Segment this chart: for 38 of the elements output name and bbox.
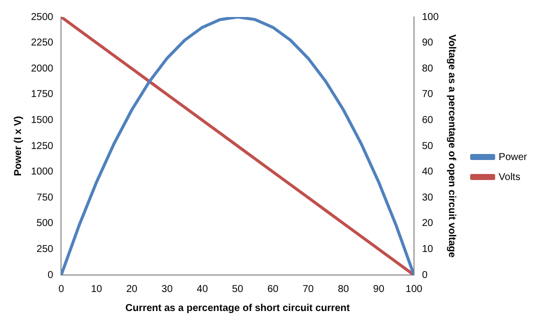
x-tick-label: 60	[267, 284, 279, 295]
y-tick-label: 1750	[30, 89, 54, 100]
y2-axis-title: Voltage as a percentage of open circuit voltage	[446, 34, 457, 258]
y2-tick-label: 90	[422, 38, 434, 49]
y2-tick-label: 100	[422, 12, 440, 23]
y-tick-label: 1000	[30, 166, 54, 178]
y-tick-label: 1250	[30, 140, 54, 152]
y-tick-label: 500	[36, 218, 54, 230]
y-tick-label: 0	[48, 270, 54, 281]
y-tick-label: 1500	[30, 114, 54, 126]
y2-tick-label: 60	[422, 114, 434, 126]
x-tick-label: 40	[196, 284, 208, 295]
x-tick-label: 10	[90, 284, 103, 295]
y2-tick-label: 50	[422, 140, 434, 152]
y2-tick-label: 70	[422, 89, 434, 100]
y-axis-title: Power (I x V)	[12, 116, 24, 176]
x-tick-label: 30	[162, 284, 174, 295]
x-tick-label: 70	[302, 284, 314, 295]
x-axis-title: Current as a percentage of short circuit current	[125, 302, 351, 314]
y2-tick-label: 30	[422, 192, 434, 204]
x-tick-label: 0	[58, 284, 64, 295]
y2-tick-label: 10	[422, 244, 434, 255]
x-tick-label: 50	[232, 284, 244, 295]
y-tick-label: 2500	[30, 12, 54, 23]
y-tick-label: 250	[36, 244, 54, 255]
y2-tick-label: 40	[422, 166, 434, 178]
y-tick-label: 2000	[30, 63, 54, 74]
x-tick-label: 20	[126, 284, 138, 295]
y2-tick-label: 80	[422, 63, 434, 74]
legend-label: Volts	[498, 172, 520, 183]
y-tick-label: 2250	[30, 38, 54, 49]
y-tick-label: 750	[36, 192, 54, 204]
x-tick-label: 100	[406, 284, 423, 295]
legend-label: Power	[498, 152, 528, 163]
x-tick-label: 90	[373, 284, 385, 295]
y2-tick-label: 0	[422, 270, 428, 281]
x-tick-label: 80	[338, 284, 350, 295]
y2-tick-label: 20	[422, 218, 434, 230]
